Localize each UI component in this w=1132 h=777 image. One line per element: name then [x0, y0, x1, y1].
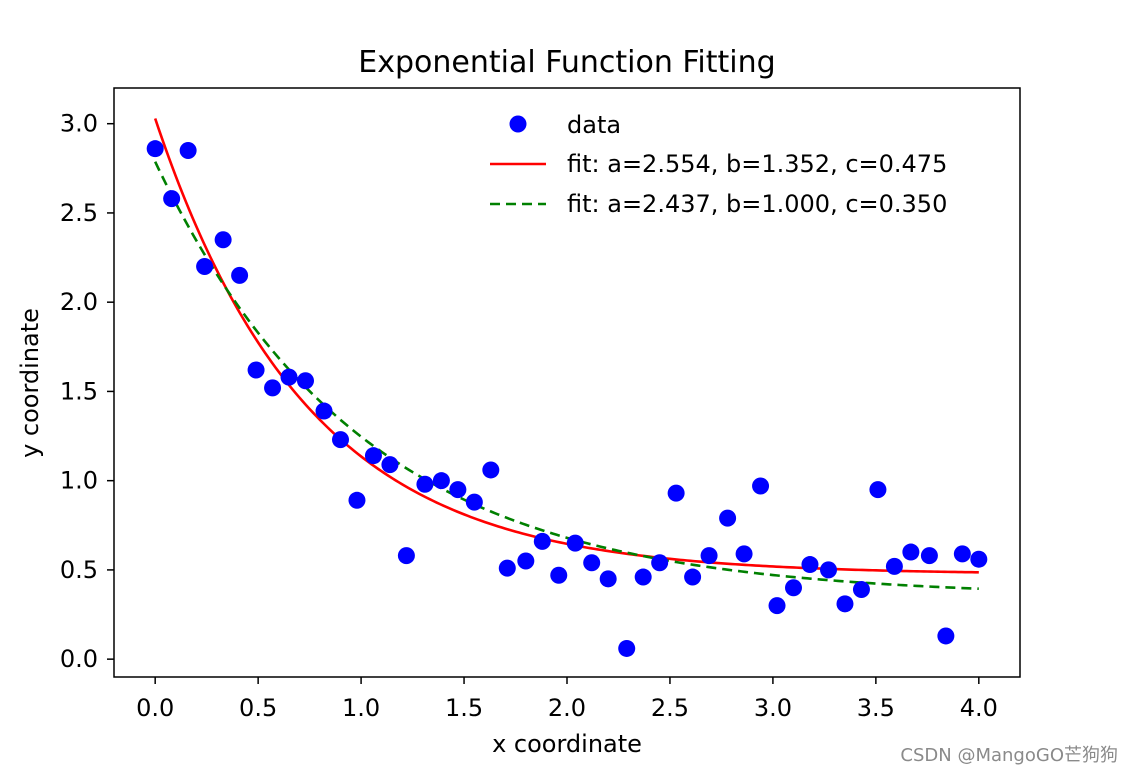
data-point — [752, 477, 770, 495]
y-tick-label: 1.5 — [60, 377, 98, 405]
data-point — [902, 543, 920, 561]
data-point — [869, 481, 887, 499]
x-tick-label: 0.0 — [136, 694, 174, 722]
y-tick-label: 3.0 — [60, 110, 98, 138]
data-point — [937, 627, 955, 645]
fit-line-2 — [154, 161, 979, 591]
y-tick-label: 2.0 — [60, 288, 98, 316]
y-tick-label: 1.0 — [60, 467, 98, 495]
legend: data fit: a=2.554, b=1.352, c=0.475 fit:… — [490, 111, 947, 218]
data-point — [852, 581, 870, 599]
x-tick-label: 2.5 — [651, 694, 689, 722]
data-point — [146, 140, 164, 158]
data-point — [214, 231, 232, 249]
data-point — [970, 550, 988, 568]
data-point — [634, 568, 652, 586]
watermark: CSDN @MangoGO芒狗狗 — [900, 745, 1118, 766]
data-point — [231, 266, 249, 284]
data-point — [820, 561, 838, 579]
data-point — [397, 547, 415, 565]
data-point — [296, 372, 314, 390]
data-point — [482, 461, 500, 479]
plot-frame — [113, 87, 1021, 678]
x-tick-label: 2.0 — [548, 694, 586, 722]
data-point — [953, 545, 971, 563]
legend-label-fit-2: fit: a=2.437, b=1.000, c=0.350 — [567, 190, 947, 218]
x-tick-label: 4.0 — [960, 694, 998, 722]
data-point — [498, 559, 516, 577]
data-point — [700, 547, 718, 565]
data-point — [348, 491, 366, 509]
chart-title: Exponential Function Fitting — [358, 45, 775, 80]
data-point — [618, 639, 636, 657]
data-point — [920, 547, 938, 565]
data-point — [332, 431, 349, 449]
data-point — [247, 361, 265, 379]
data-point — [364, 447, 382, 465]
data-point — [719, 509, 737, 527]
legend-label-data: data — [567, 111, 621, 139]
data-point — [432, 472, 450, 490]
data-point — [836, 595, 854, 613]
legend-marker-data — [509, 115, 527, 133]
data-point — [465, 493, 483, 511]
data-point — [651, 554, 669, 572]
data-point — [684, 568, 702, 586]
data-point — [381, 456, 399, 474]
data-point — [449, 481, 467, 499]
x-tick-label: 0.5 — [239, 694, 277, 722]
data-point — [885, 557, 903, 575]
x-axis-label: x coordinate — [492, 730, 642, 758]
x-tick-label: 3.5 — [857, 694, 895, 722]
y-tick-label: 2.5 — [60, 199, 98, 227]
data-point — [416, 475, 434, 493]
data-point — [768, 597, 786, 615]
x-tick-label: 1.5 — [445, 694, 483, 722]
data-point — [264, 379, 282, 397]
data-point — [735, 545, 753, 563]
data-point — [179, 141, 197, 159]
x-tick-label: 3.0 — [754, 694, 792, 722]
data-point — [533, 532, 551, 550]
data-point — [599, 570, 617, 588]
data-point — [667, 484, 685, 502]
legend-label-fit-1: fit: a=2.554, b=1.352, c=0.475 — [567, 150, 947, 178]
data-point — [566, 534, 584, 552]
x-tick-label: 1.0 — [342, 694, 380, 722]
data-point — [196, 257, 214, 275]
data-point — [517, 552, 535, 570]
data-point — [550, 566, 568, 584]
y-tick-label: 0.5 — [60, 556, 98, 584]
y-axis-ticks: 0.0 0.5 1.0 1.5 2.0 2.5 3.0 — [60, 110, 114, 673]
y-tick-label: 0.0 — [60, 645, 98, 673]
data-point — [280, 368, 298, 386]
data-point — [315, 402, 333, 420]
data-point — [583, 554, 601, 572]
data-point — [163, 190, 181, 208]
y-axis-label: y coordinate — [16, 308, 44, 458]
data-point — [801, 556, 819, 574]
data-points-layer — [146, 140, 988, 657]
x-axis-ticks: 0.0 0.5 1.0 1.5 2.0 2.5 3.0 3.5 4.0 — [136, 677, 998, 722]
data-point — [785, 579, 802, 597]
